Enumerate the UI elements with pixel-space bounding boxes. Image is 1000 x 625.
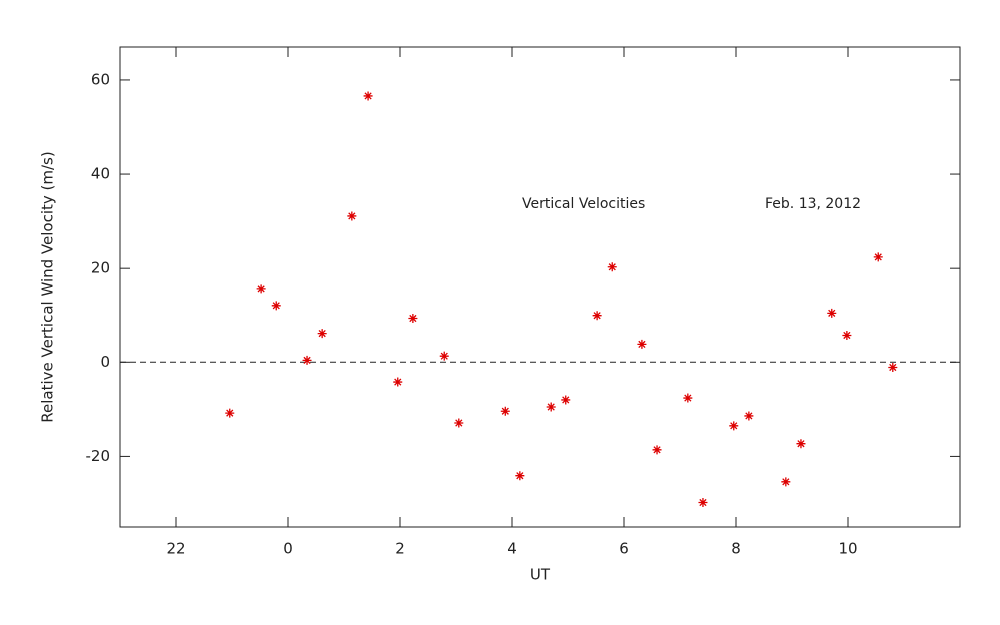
data-point (317, 329, 327, 339)
data-point (271, 301, 281, 311)
data-point (592, 311, 602, 321)
data-point (781, 477, 791, 487)
data-point (827, 308, 837, 318)
plot-frame (119, 46, 961, 528)
data-point (698, 498, 708, 508)
x-tick-label: 6 (619, 540, 629, 558)
data-point (652, 445, 662, 455)
x-tick-label: 2 (395, 540, 405, 558)
y-tick-label: -20 (86, 447, 111, 465)
data-point (393, 377, 403, 387)
data-point (408, 314, 418, 324)
data-point (888, 362, 898, 372)
x-axis-label: UT (530, 566, 551, 584)
data-point (637, 339, 647, 349)
x-tick-label: 4 (507, 540, 517, 558)
x-tick-label: 0 (283, 540, 293, 558)
data-point (683, 393, 693, 403)
data-point (561, 395, 571, 405)
data-point (607, 262, 617, 272)
data-point (744, 411, 754, 421)
data-point (363, 91, 373, 101)
data-point (225, 408, 235, 418)
annotation: Feb. 13, 2012 (765, 196, 861, 212)
data-point (546, 402, 556, 412)
data-point (439, 351, 449, 361)
data-point (796, 439, 806, 449)
annotation: Vertical Velocities (522, 196, 645, 212)
data-point (842, 330, 852, 340)
y-tick-label: 20 (91, 259, 110, 277)
y-tick-label: 0 (100, 353, 110, 371)
x-tick-label: 10 (838, 540, 857, 558)
data-point (873, 252, 883, 262)
data-point (500, 406, 510, 416)
x-tick-label: 8 (731, 540, 741, 558)
y-axis-label: Relative Vertical Wind Velocity (m/s) (39, 151, 57, 422)
y-tick-label: 60 (91, 70, 110, 88)
x-tick-label: 22 (166, 540, 185, 558)
data-point (454, 418, 464, 428)
data-point (302, 355, 312, 365)
data-point (256, 284, 266, 294)
y-tick-label: 40 (91, 165, 110, 183)
data-point (515, 471, 525, 481)
data-point (347, 211, 357, 221)
data-point (729, 421, 739, 431)
